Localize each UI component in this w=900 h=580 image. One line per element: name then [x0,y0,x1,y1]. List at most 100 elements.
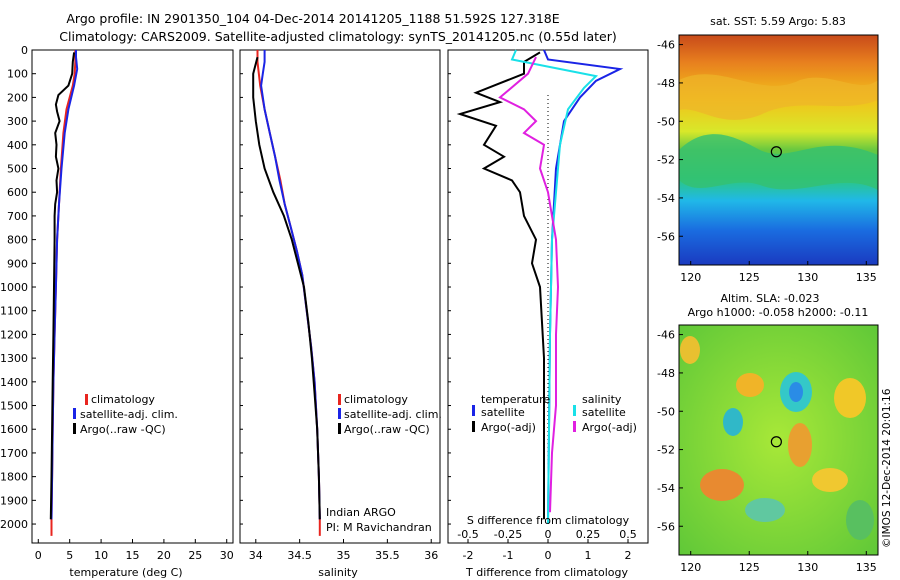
map-y-tick-label: -50 [657,405,675,418]
legend-swatch-satellite [73,408,76,419]
sla-map-axes: 120 125 130 135 -46 -48 -50 -52 -54 -56 [657,329,877,574]
legend-swatch-climatology [338,394,341,405]
temperature-legend: climatology satellite-adj. clim. Argo(..… [73,393,178,436]
top-tick-label: -0.25 [494,528,522,541]
map-x-tick-label: 125 [739,271,760,284]
sla-anomaly [745,498,785,522]
depth-tick-label: 100 [7,68,28,81]
series-line-argo [252,56,321,520]
sst-warm-band [679,74,878,120]
x-tick-label: 30 [220,549,234,562]
map-x-tick-label: 125 [739,561,760,574]
x-tick-label: -2 [463,549,474,562]
sst-map-title: sat. SST: 5.59 Argo: 5.83 [710,15,846,28]
depth-tick-label: 1400 [0,376,28,389]
depth-tick-label: 1500 [0,400,28,413]
sla-map-title: Altim. SLA: -0.023 [720,292,819,305]
depth-tick-label: 1900 [0,494,28,507]
sla-anomaly [789,382,803,402]
legend-swatch-s-satellite [573,405,576,416]
top-tick-label: 0 [545,528,552,541]
x-tick-label: 10 [94,549,108,562]
sla-anomaly [812,468,848,492]
depth-tick-label: 1100 [0,305,28,318]
series-line-satellite [260,50,321,520]
depth-tick-label: 0 [21,44,28,57]
depth-tick-label: 1600 [0,423,28,436]
map-x-tick-label: 130 [797,271,818,284]
legend-swatch-satellite [338,408,341,419]
sst-map-frame [678,34,879,266]
map-y-tick-label: -52 [657,154,675,167]
legend-label-argo: Argo(..raw -QC) [80,423,166,436]
sla-anomaly [788,423,812,467]
temperature-plot: 0 5 10 15 20 25 30 [35,50,234,562]
map-x-tick-label: 120 [680,561,701,574]
legend-swatch-t-argo [472,421,475,432]
imos-credit: ©IMOS 12-Dec-2014 20:01:16 [881,388,893,548]
argo-location-marker [770,436,782,448]
legend-heading-temperature: temperature [481,393,550,406]
legend-label-t-satellite: satellite [481,406,525,419]
depth-tick-label: 1200 [0,328,28,341]
depth-tick-label: 600 [7,186,28,199]
legend-swatch-argo [73,423,76,434]
legend-swatch-t-satellite [472,405,475,416]
difference-x-label: T difference from climatology [465,566,628,579]
x-tick-label: 15 [126,549,140,562]
x-tick-label: 2 [625,549,632,562]
credit-pi-name: PI: M Ravichandran [326,521,432,534]
header-line-2: Climatology: CARS2009. Satellite-adjuste… [59,29,616,44]
legend-label-s-satellite: satellite [582,406,626,419]
sla-anomaly [723,408,743,436]
depth-tick-label: 1700 [0,447,28,460]
temperature-x-label: temperature (deg C) [69,566,182,579]
depth-tick-label: 1800 [0,471,28,484]
header-line-1: Argo profile: IN 2901350_104 04-Dec-2014… [66,11,559,26]
difference-top-label: S difference from climatology [467,514,630,527]
x-tick-label: -1 [503,549,514,562]
map-y-tick-label: -56 [657,230,675,243]
sla-anomaly [680,336,700,364]
depth-tick-label: 700 [7,210,28,223]
map-y-tick-label: -48 [657,367,675,380]
series-line-magenta [498,56,560,513]
map-y-tick-label: -50 [657,115,675,128]
salinity-plot-frame [239,49,441,544]
x-tick-label: 34.5 [287,549,312,562]
legend-label-climatology: climatology [344,393,408,406]
difference-legend: temperature satellite Argo(-adj) salinit… [472,393,637,434]
salinity-x-label: salinity [318,566,358,579]
legend-label-t-argo: Argo(-adj) [481,421,536,434]
sla-map: 120 125 130 135 -46 -48 -50 -52 -54 -56 [657,324,879,574]
sla-map-frame [678,324,879,556]
x-tick-label: 35 [337,549,351,562]
map-y-tick-label: -48 [657,77,675,90]
map-y-tick-label: -56 [657,520,675,533]
map-y-tick-label: -54 [657,192,675,205]
x-tick-label: 35.5 [375,549,400,562]
legend-label-s-argo: Argo(-adj) [582,421,637,434]
legend-label-climatology: climatology [91,393,155,406]
sst-front [679,134,878,190]
argo-location-marker [770,146,782,158]
sla-anomaly [846,500,874,540]
map-y-tick-label: -46 [657,39,675,52]
legend-label-satellite: satellite-adj. clim. [344,408,442,421]
legend-swatch-s-argo [573,421,576,432]
map-y-tick-label: -54 [657,482,675,495]
series-line-satellite [543,49,624,525]
salinity-legend: climatology satellite-adj. clim. Argo(..… [326,393,442,534]
legend-label-satellite: satellite-adj. clim. [80,408,178,421]
series-line-argo [49,52,76,520]
x-tick-label: 20 [157,549,171,562]
depth-tick-label: 200 [7,91,28,104]
depth-tick-label: 1300 [0,352,28,365]
depth-tick-label: 2000 [0,518,28,531]
depth-tick-label: 1000 [0,281,28,294]
map-x-tick-label: 135 [856,561,877,574]
legend-heading-salinity: salinity [582,393,622,406]
top-tick-label: -0.5 [457,528,478,541]
legend-swatch-climatology [85,394,88,405]
